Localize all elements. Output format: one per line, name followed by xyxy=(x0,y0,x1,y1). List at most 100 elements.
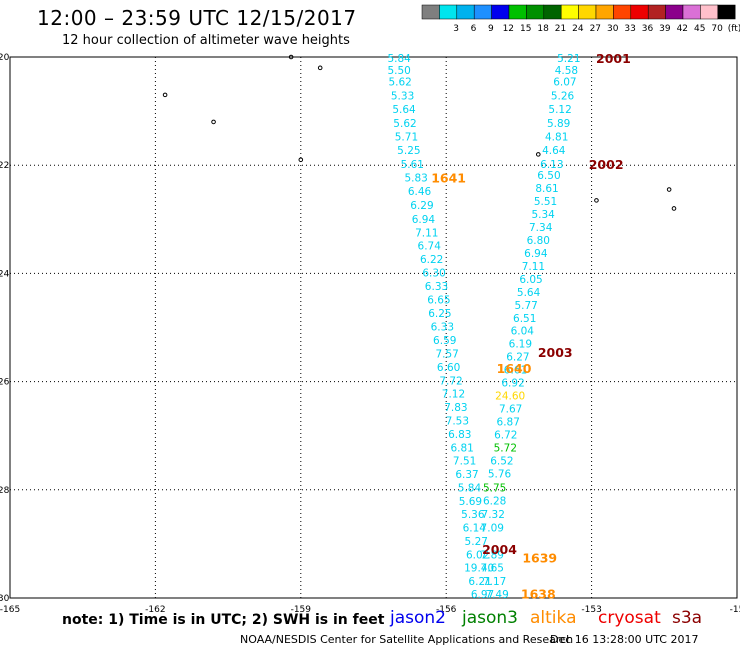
swh-value: 6.21 xyxy=(468,576,491,588)
swh-value: 7.89 xyxy=(481,550,504,562)
swh-value: 6.46 xyxy=(408,186,432,198)
swh-value: 19.40 xyxy=(464,563,494,575)
footer-note: note: 1) Time is in UTC; 2) SWH is in fe… xyxy=(62,612,385,628)
swh-value: 6.97 xyxy=(471,589,494,601)
island-outline xyxy=(666,187,672,192)
swh-value: 5.75 xyxy=(483,483,506,495)
swh-value: 7.51 xyxy=(453,456,476,468)
swh-value: 4.81 xyxy=(545,132,568,144)
swh-value: 8.61 xyxy=(535,183,558,195)
color-scale-label: (ft) xyxy=(728,24,740,34)
generated-timestamp: Dec 16 13:28:00 UTC 2017 xyxy=(550,633,699,646)
map-frame xyxy=(9,56,738,599)
swh-value: 5.50 xyxy=(387,65,410,77)
latitude-tick-label: -22 xyxy=(0,161,9,171)
swh-value: 5.76 xyxy=(488,469,512,481)
swh-value: 5.83 xyxy=(404,173,427,185)
swh-value: 7.11 xyxy=(415,227,438,239)
color-scale-label: 36 xyxy=(642,24,654,34)
swh-value: 6.83 xyxy=(448,429,471,441)
swh-value: 5.62 xyxy=(393,118,416,130)
latitude-tick-label: -26 xyxy=(0,378,10,388)
swh-value: 7.32 xyxy=(482,509,505,521)
latitude-tick-label: -20 xyxy=(0,53,10,63)
swh-value: 6.61 xyxy=(504,365,527,377)
color-scale-label: 12 xyxy=(503,24,514,34)
swh-value: 6.33 xyxy=(431,321,454,333)
pass-time-label: 1638 xyxy=(521,587,556,602)
pass-time-label: 1640 xyxy=(497,361,532,376)
swh-value: 5.51 xyxy=(534,196,557,208)
color-scale-label: 21 xyxy=(555,24,566,34)
swh-value: 7.65 xyxy=(481,563,504,575)
swh-value: 6.13 xyxy=(540,159,563,171)
color-scale-label: 70 xyxy=(711,24,723,34)
swh-value: 7.12 xyxy=(442,389,465,401)
swh-value: 6.30 xyxy=(422,267,445,279)
color-scale-label: 9 xyxy=(488,24,494,34)
latitude-tick-label: -30 xyxy=(0,594,10,604)
pass-time-label: 2002 xyxy=(589,157,624,172)
swh-value: 5.27 xyxy=(465,536,488,548)
swh-value: 6.29 xyxy=(410,200,433,212)
swh-value: 6.07 xyxy=(553,76,576,88)
island-outline xyxy=(288,54,294,60)
swh-value: 5.26 xyxy=(551,90,575,102)
swh-value: 5.84 xyxy=(387,53,411,65)
swh-value: 6.60 xyxy=(437,362,460,374)
swh-value: 6.59 xyxy=(433,335,456,347)
color-scale-label: 39 xyxy=(659,24,671,34)
color-scale-bar: 3 6 9 12 15 18 21 24 27 30 33 36 39 42 45 70 (ft) xyxy=(421,4,740,34)
swh-value: 6.94 xyxy=(412,214,436,226)
swh-value: 6.87 xyxy=(497,417,520,429)
island-outline xyxy=(298,157,304,163)
swh-value: 5.34 xyxy=(531,209,555,221)
swh-value: 6.92 xyxy=(501,378,524,390)
latitude-tick-label: -28 xyxy=(0,486,10,496)
swh-value: 6.94 xyxy=(524,248,548,260)
swh-value: 7.53 xyxy=(446,416,469,428)
swh-value: 6.50 xyxy=(537,170,560,182)
color-scale-label: 42 xyxy=(677,24,688,34)
color-scale-label: 45 xyxy=(694,24,705,34)
swh-value: 6.28 xyxy=(483,496,506,508)
color-scale-label: 6 xyxy=(471,24,477,34)
legend-jason2: jason2 xyxy=(390,608,446,628)
legend-s3a: s3a xyxy=(672,608,703,628)
swh-value: 6.74 xyxy=(418,240,442,252)
swh-value: 6.19 xyxy=(509,339,532,351)
swh-value: 5.84 xyxy=(458,483,482,495)
color-swatch xyxy=(717,4,736,20)
latitude-tick-label: -24 xyxy=(0,269,10,279)
swh-value: 5.71 xyxy=(395,132,418,144)
swh-value: 5.77 xyxy=(514,300,537,312)
island-outline xyxy=(535,152,541,157)
legend-jason3: jason3 xyxy=(462,608,518,628)
swh-value: 5.21 xyxy=(557,53,580,65)
swh-value: 6.51 xyxy=(513,313,536,325)
swh-value: 7.11 xyxy=(522,261,545,273)
swh-value: 5.61 xyxy=(401,159,424,171)
swh-value: 5.64 xyxy=(392,104,416,116)
swh-value: 7.17 xyxy=(483,576,506,588)
island-outline xyxy=(211,119,216,125)
swh-value: 4.64 xyxy=(542,145,566,157)
map-title: 12:00 – 23:59 UTC 12/15/2017 xyxy=(37,6,357,30)
swh-value: 7.49 xyxy=(485,589,508,601)
swh-value: 6.27 xyxy=(506,352,529,364)
swh-value: 5.89 xyxy=(547,118,570,130)
swh-value: 6.33 xyxy=(425,281,448,293)
swh-value: 24.60 xyxy=(495,391,525,403)
island-outline xyxy=(162,92,168,98)
longitude-tick-label: -153 xyxy=(581,605,601,615)
longitude-tick-label: -15 xyxy=(730,605,740,615)
swh-value: 6.72 xyxy=(494,430,517,442)
swh-value: 7.09 xyxy=(481,523,504,535)
swh-value: 7.67 xyxy=(499,404,522,416)
pass-time-label: 2004 xyxy=(482,542,517,557)
swh-value: 5.69 xyxy=(459,496,482,508)
swh-value: 5.62 xyxy=(388,76,411,88)
swh-value: 7.83 xyxy=(444,402,467,414)
swh-value: 6.22 xyxy=(420,254,443,266)
